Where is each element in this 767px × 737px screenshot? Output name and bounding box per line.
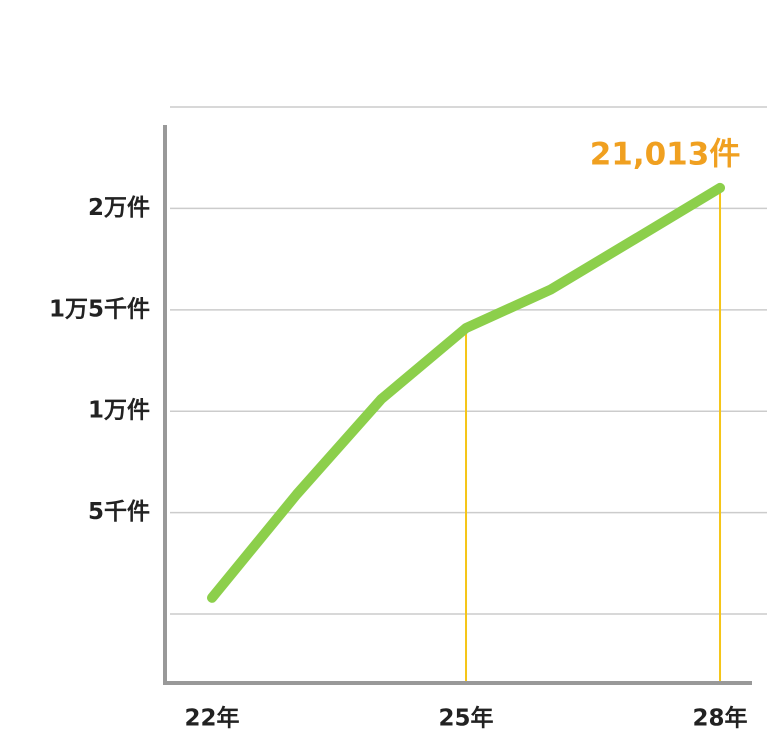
- x-tick-label: 25年: [439, 705, 494, 732]
- data-line: [207, 182, 726, 603]
- y-tick-label: 5千件: [88, 499, 150, 525]
- value-label: 21,013件: [590, 136, 741, 172]
- x-tick-label: 28年: [693, 705, 748, 732]
- y-tick-label: 1万件: [88, 398, 150, 424]
- x-tick-label: 22年: [184, 705, 239, 732]
- y-tick-label: 2万件: [88, 195, 150, 221]
- y-tick-label: 1万5千件: [49, 296, 150, 322]
